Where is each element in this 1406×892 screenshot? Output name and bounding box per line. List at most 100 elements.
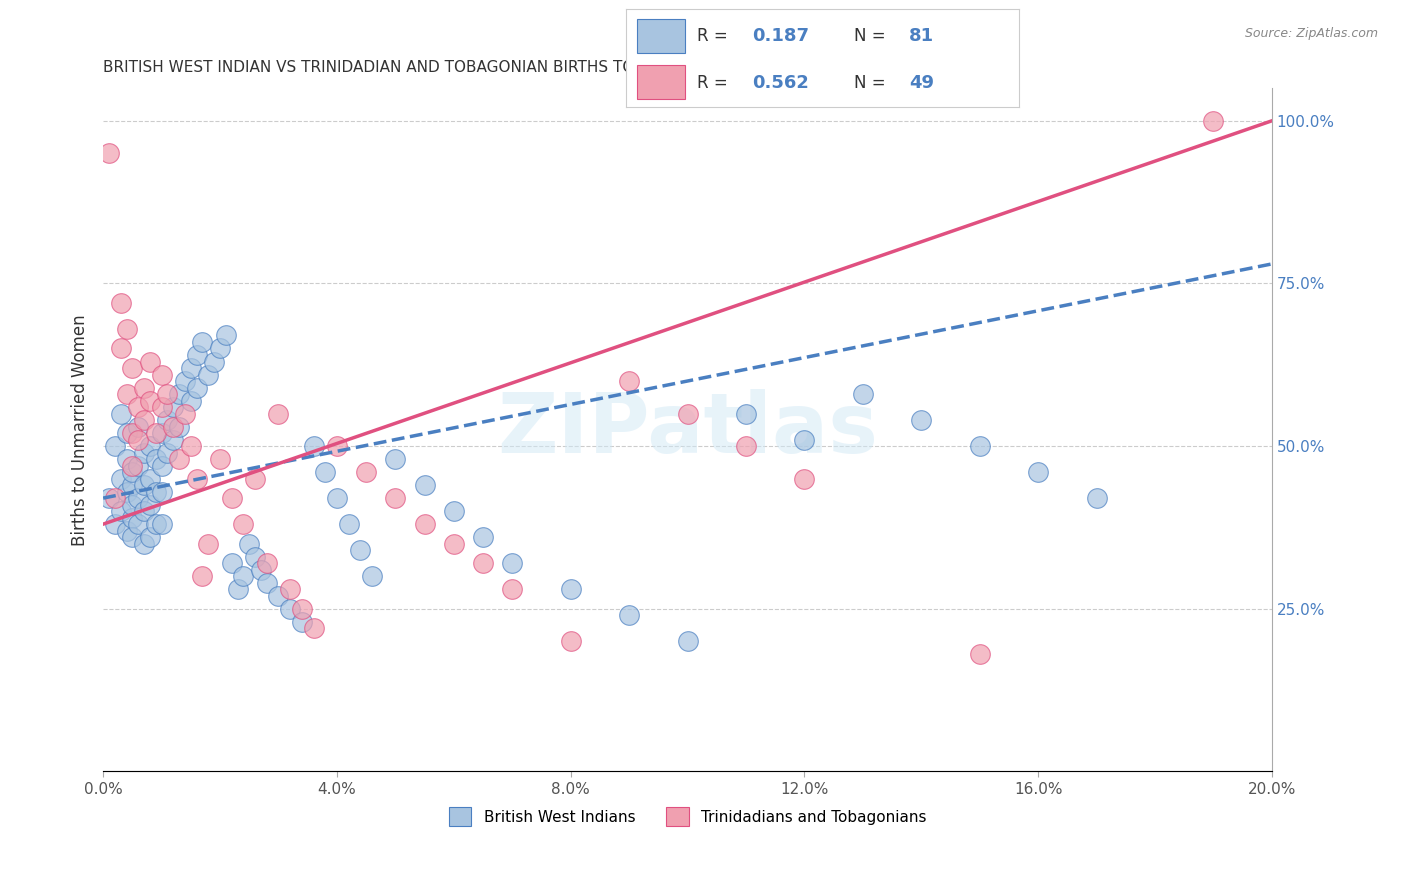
Point (215, 328, 238, 343)
Point (232, 517, 254, 532)
Point (156, 387, 179, 401)
Point (267, 589, 290, 603)
Point (132, 478, 155, 492)
Point (291, 615, 314, 629)
Point (256, 575, 278, 590)
Point (278, 601, 301, 615)
Point (226, 582, 249, 597)
Point (145, 517, 167, 532)
Point (413, 517, 436, 532)
Point (1085, 491, 1108, 505)
Point (127, 458, 149, 473)
Point (110, 296, 132, 310)
Point (167, 452, 190, 467)
Point (208, 452, 231, 467)
Point (354, 465, 377, 479)
Point (98, 491, 121, 505)
Point (127, 400, 149, 414)
Point (337, 517, 360, 532)
Point (145, 484, 167, 499)
Point (361, 569, 384, 583)
Point (121, 478, 143, 492)
Point (115, 322, 138, 336)
Point (139, 439, 162, 453)
Text: Source: ZipAtlas.com: Source: ZipAtlas.com (1244, 27, 1378, 40)
Point (256, 556, 278, 570)
Point (110, 342, 132, 356)
Legend: British West Indians, Trinidadians and Tobagonians: British West Indians, Trinidadians and T… (443, 801, 932, 832)
Point (139, 472, 162, 486)
Text: 81: 81 (910, 28, 934, 45)
Point (104, 439, 127, 453)
Point (121, 498, 143, 512)
Text: ZIPatlas: ZIPatlas (496, 389, 877, 470)
Point (98, 146, 121, 161)
Point (243, 549, 266, 564)
Point (560, 634, 582, 648)
Point (150, 368, 173, 382)
Point (132, 445, 155, 459)
Point (132, 536, 155, 550)
Point (121, 458, 143, 473)
Point (156, 413, 179, 427)
Point (472, 556, 495, 570)
Point (560, 582, 582, 597)
Point (349, 543, 371, 558)
Point (132, 380, 155, 394)
Point (617, 608, 640, 623)
Point (132, 413, 155, 427)
Point (793, 472, 815, 486)
Point (127, 517, 149, 532)
Text: R =: R = (696, 28, 733, 45)
Point (232, 569, 254, 583)
Point (150, 484, 173, 499)
Point (326, 491, 349, 505)
Point (110, 407, 132, 421)
Point (191, 569, 214, 583)
Point (501, 582, 523, 597)
Point (238, 536, 260, 550)
Point (197, 368, 219, 382)
Point (202, 354, 225, 368)
Point (302, 621, 325, 635)
Point (104, 491, 127, 505)
FancyBboxPatch shape (637, 19, 685, 54)
Point (267, 407, 290, 421)
Point (121, 510, 143, 524)
Point (314, 465, 336, 479)
Point (115, 425, 138, 440)
Point (121, 361, 143, 376)
Point (278, 582, 301, 597)
Point (174, 374, 197, 388)
Point (110, 504, 132, 518)
Point (676, 634, 699, 648)
Point (121, 425, 143, 440)
Point (735, 407, 758, 421)
Point (121, 530, 143, 544)
Point (676, 407, 699, 421)
Point (104, 517, 127, 532)
Point (115, 387, 138, 401)
Point (145, 452, 167, 467)
Point (793, 433, 815, 447)
Point (735, 439, 758, 453)
Point (243, 472, 266, 486)
Text: R =: R = (696, 73, 733, 92)
Point (443, 536, 465, 550)
Point (221, 491, 243, 505)
Text: 0.187: 0.187 (752, 28, 808, 45)
Point (139, 530, 162, 544)
Text: N =: N = (853, 73, 891, 92)
Point (156, 445, 179, 459)
Point (472, 530, 495, 544)
Point (150, 400, 173, 414)
Point (180, 361, 202, 376)
Y-axis label: Births to Unmarried Women: Births to Unmarried Women (72, 314, 89, 546)
Point (150, 517, 173, 532)
Point (617, 374, 640, 388)
Text: 49: 49 (910, 73, 934, 92)
Point (302, 439, 325, 453)
FancyBboxPatch shape (637, 65, 685, 99)
Point (150, 458, 173, 473)
Point (326, 439, 349, 453)
